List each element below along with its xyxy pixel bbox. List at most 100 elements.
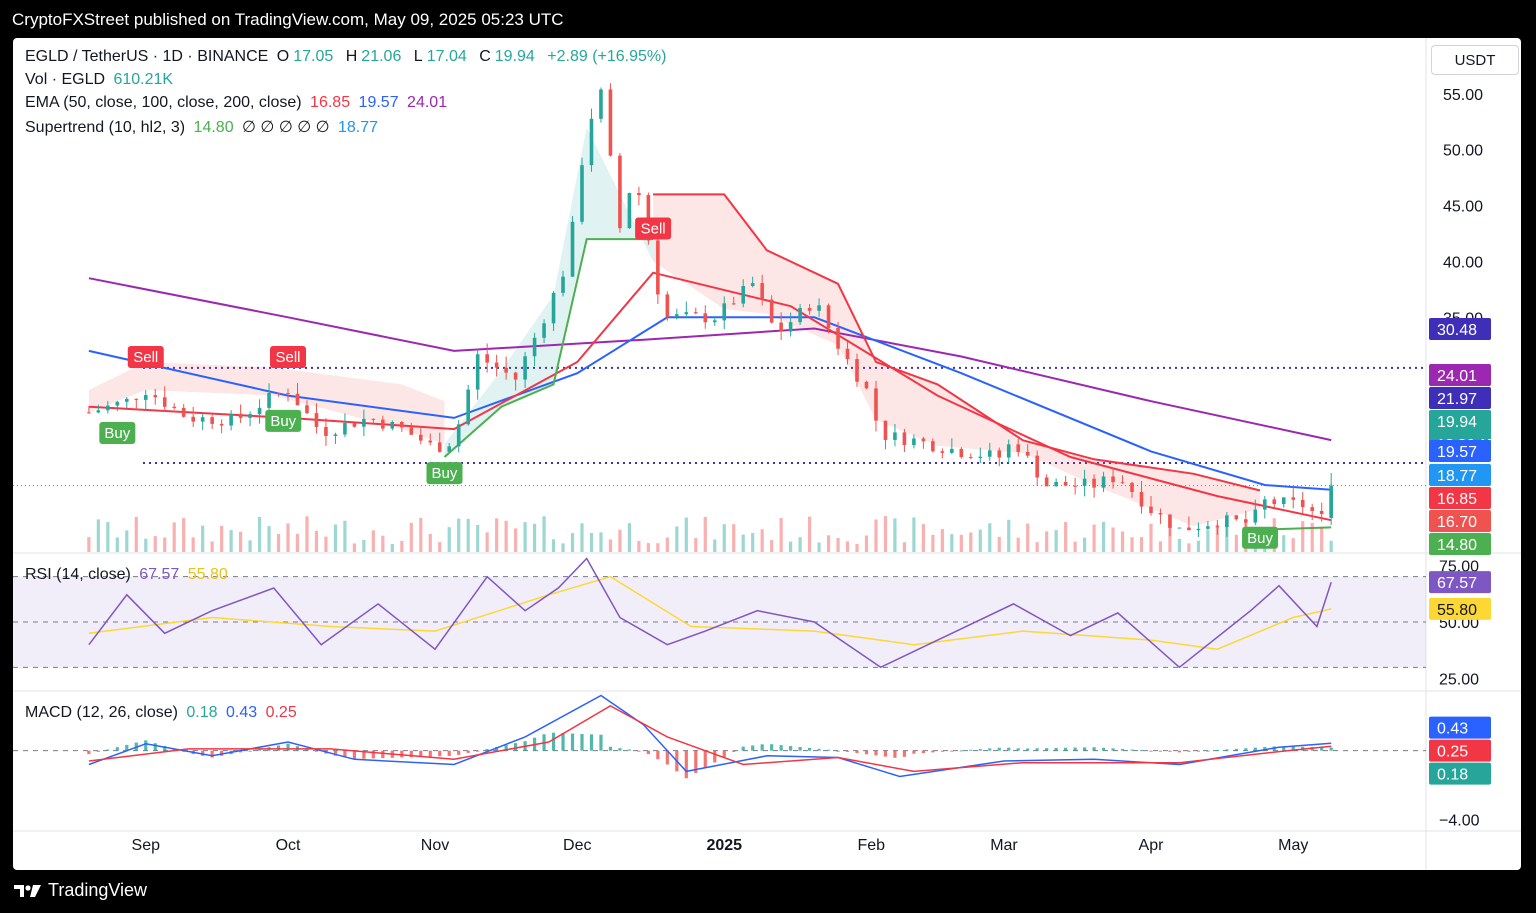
candle-body — [124, 398, 129, 402]
macd-hist-bar — [1253, 747, 1257, 751]
candle-body — [456, 424, 461, 447]
candle-body — [305, 405, 309, 414]
volume-bar — [703, 516, 707, 552]
macd-hist-bar — [760, 744, 764, 751]
chart-frame[interactable]: Buy Sell Buy Sell Buy Sell Buy 55.00 50.00 45.00 4… — [13, 38, 1521, 870]
candle-body — [106, 405, 110, 411]
volume-bar — [551, 539, 556, 552]
candle-body — [703, 313, 708, 323]
rsi-value-badge — [1429, 571, 1491, 594]
rsi-ma-badge-label: 55.80 — [1437, 602, 1477, 619]
macd-hist-bar — [286, 743, 290, 751]
macd-hist-bar — [1291, 746, 1295, 751]
volume-bar — [1130, 537, 1134, 552]
macd-hist-bar — [580, 733, 584, 751]
macd-hist-bar — [1101, 747, 1106, 751]
volume-bar — [798, 537, 802, 552]
macd-hist-bar — [684, 750, 688, 779]
candle-body — [1130, 482, 1134, 492]
currency-button[interactable]: USDT — [1431, 45, 1519, 75]
candle-body — [219, 423, 224, 426]
volume-bar — [295, 533, 300, 552]
volume-bar — [1206, 530, 1210, 552]
signal-label-4: Buy — [432, 465, 458, 482]
macd-hist-bar — [1329, 747, 1333, 751]
chart-canvas[interactable]: Buy Sell Buy Sell Buy Sell Buy 55.00 50.00 45.00 4… — [13, 38, 1521, 870]
price-badge-label-7: 16.70 — [1437, 514, 1477, 531]
signal-badge-3 — [270, 345, 307, 368]
tradingview-logo-icon — [14, 884, 41, 897]
candle-body — [826, 305, 831, 328]
price-tick-label: 40.00 — [1443, 254, 1483, 271]
macd-hist-bar — [1092, 747, 1096, 751]
volume-bar — [1215, 524, 1219, 552]
legend-o-label: O — [276, 48, 290, 65]
volume-bar — [457, 518, 461, 552]
candle-body — [1111, 476, 1115, 483]
macd-hist-bar — [751, 745, 755, 751]
volume-bar — [438, 542, 442, 552]
legend-rsi-value: 67.57 — [139, 566, 180, 583]
macd-hist-bar — [570, 733, 575, 751]
volume-bar — [257, 516, 262, 552]
macd-hist-bar — [608, 746, 613, 751]
volume-bar — [1234, 534, 1238, 552]
price-badge-label-3: 19.94 — [1437, 414, 1477, 431]
volume-bar — [1149, 523, 1153, 552]
volume-bar — [836, 537, 840, 552]
x-tick-label: May — [1278, 837, 1308, 854]
volume-bar — [1111, 527, 1115, 552]
volume-bar — [988, 523, 992, 552]
macd-hist-bar — [1320, 747, 1324, 751]
candle-body — [210, 417, 214, 424]
macd-hist-bar — [314, 750, 319, 752]
volume-bar — [1310, 522, 1314, 552]
macd-hist-bar — [893, 750, 897, 758]
candle-body — [115, 401, 120, 406]
rsi-ma-badge — [1429, 597, 1491, 620]
macd-hist-bar — [969, 749, 973, 751]
candle-body — [324, 426, 328, 437]
volume-bar — [874, 519, 878, 552]
x-tick-label: 2025 — [706, 837, 742, 854]
candle-body — [874, 388, 878, 421]
macd-hist-bar — [1196, 750, 1201, 752]
macd-hist-bar — [428, 750, 432, 757]
candle-body — [513, 372, 518, 380]
candle-body — [722, 303, 727, 321]
volume-bar — [902, 542, 907, 552]
volume-bar — [1083, 537, 1087, 552]
candle-body — [893, 432, 897, 440]
macd-hist-bar — [352, 750, 356, 760]
macd-hist-bar — [1206, 750, 1210, 752]
legend-rsi: RSI (14, close) 67.57 55.80 — [25, 566, 232, 584]
volume-bar — [466, 518, 470, 552]
macd-hist-bar — [912, 750, 916, 754]
candle-body — [551, 292, 556, 324]
volume-bar — [134, 516, 138, 552]
volume-bar — [978, 529, 982, 552]
macd-hist-bar — [1168, 750, 1172, 752]
legend-h-label: H — [345, 48, 358, 65]
legend-ema200: 24.01 — [407, 94, 448, 111]
volume-bar — [191, 537, 195, 552]
tradingview-logo[interactable]: TradingView — [14, 880, 147, 901]
signal-label-1: Sell — [133, 349, 158, 366]
candle-body — [1120, 482, 1125, 484]
candle-body — [855, 359, 859, 382]
ema200-line — [88, 277, 1332, 442]
macd-hist-bar — [201, 750, 205, 756]
legend-st-label: Supertrend (10, hl2, 3) — [25, 119, 186, 136]
volume-bar — [333, 524, 338, 552]
macd-hist-bar — [874, 750, 878, 756]
candle-body — [257, 407, 262, 415]
signal-label-0: Buy — [104, 425, 130, 442]
price-badge-7 — [1429, 510, 1491, 532]
candle-body — [333, 434, 338, 437]
volume-bar — [684, 517, 688, 552]
candle-body — [1149, 506, 1153, 514]
macd-hist-bar — [1234, 748, 1238, 751]
price-tick-label: 55.00 — [1443, 87, 1483, 104]
candle-body — [779, 322, 783, 332]
volume-bar — [751, 533, 755, 552]
